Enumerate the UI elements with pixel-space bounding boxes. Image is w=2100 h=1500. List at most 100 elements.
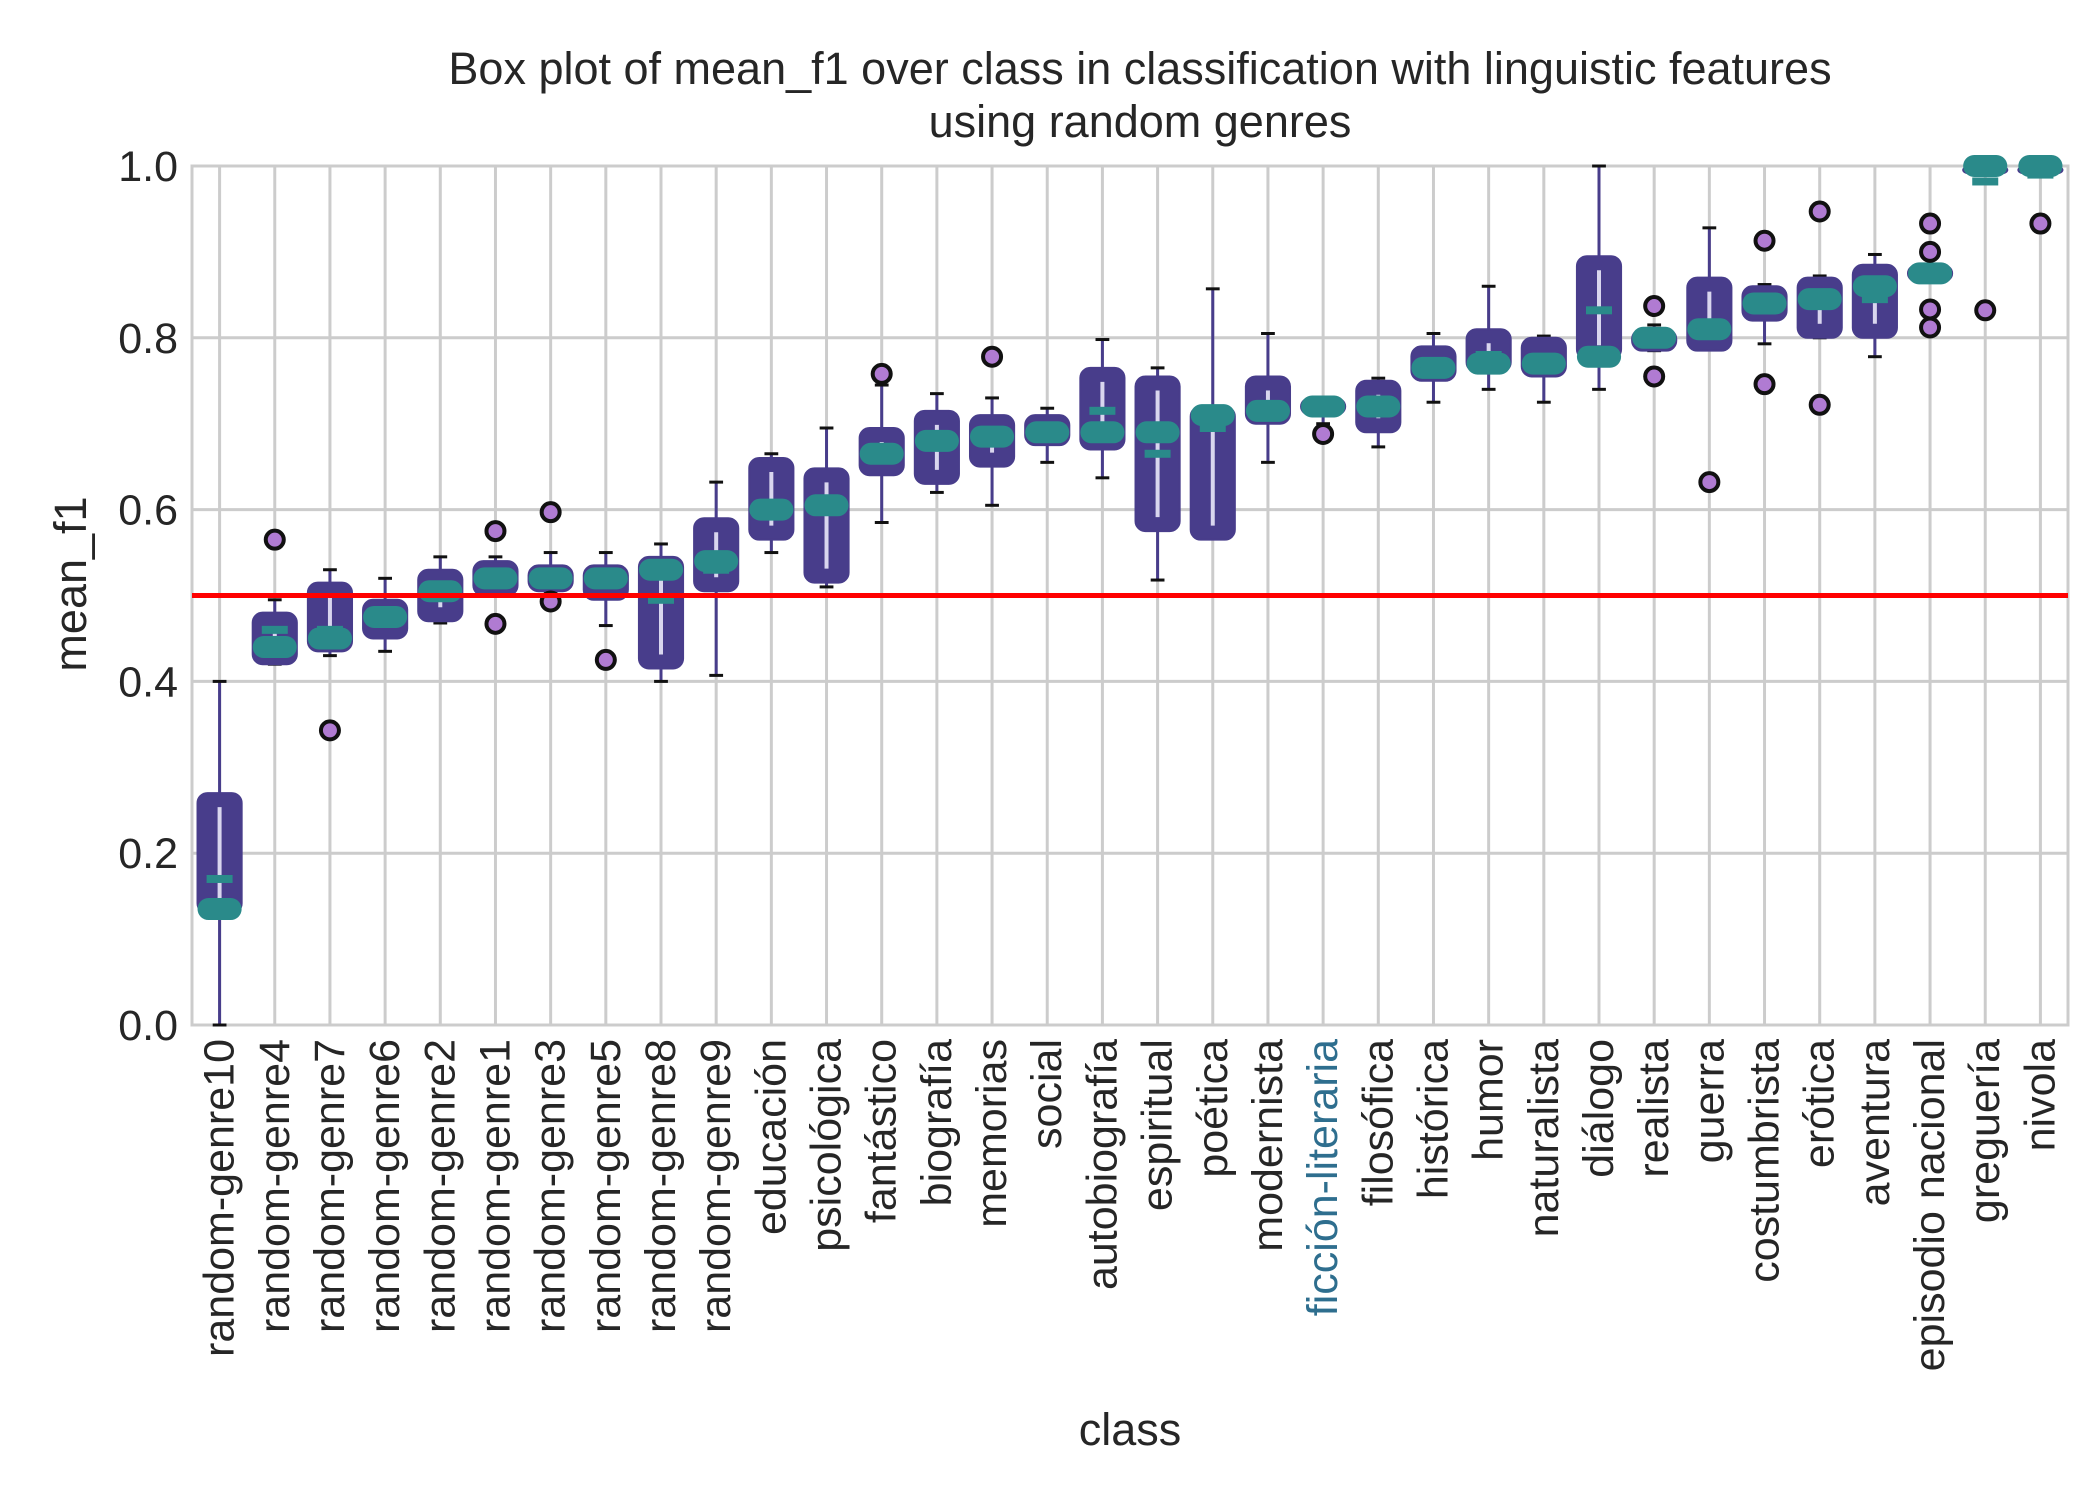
box-group	[803, 426, 850, 589]
mean-marker	[1641, 333, 1668, 342]
x-tick-label: ficción-literaria	[1299, 1039, 1347, 1316]
median-bar	[1852, 275, 1897, 298]
box-group	[1244, 332, 1292, 464]
median-bar	[197, 898, 242, 921]
mean-marker	[372, 608, 399, 617]
box-group	[637, 542, 685, 683]
outlier-point	[1919, 240, 1942, 263]
median-bar	[1190, 404, 1235, 427]
box-group	[1465, 284, 1512, 391]
box-group	[1851, 252, 1898, 359]
median-bar	[1080, 421, 1125, 444]
x-tick-label: guerra	[1685, 1039, 1733, 1163]
box-group	[1520, 334, 1567, 404]
outlier-point	[1643, 365, 1666, 388]
median-bar	[252, 636, 297, 659]
outlier-point	[594, 648, 617, 671]
mean-marker	[316, 625, 343, 634]
box-group	[582, 551, 629, 671]
mean-marker	[1034, 428, 1061, 437]
outlier-point	[1919, 212, 1942, 235]
x-tick-label: nivola	[2016, 1039, 2064, 1151]
x-tick-label: random-genre3	[527, 1039, 575, 1333]
x-tick-label: histórica	[1409, 1039, 1457, 1199]
outlier-point	[1698, 471, 1721, 494]
box-group	[1079, 338, 1126, 480]
mean-marker	[206, 874, 233, 883]
x-tick-label: fantástico	[858, 1039, 906, 1223]
outlier-point	[539, 501, 562, 524]
x-tick-label: diálogo	[1575, 1039, 1623, 1178]
box-group	[913, 392, 960, 494]
box-group	[968, 345, 1016, 507]
median-bar	[1963, 155, 2008, 177]
outlier-point	[1919, 316, 1942, 339]
x-tick-label: episodio nacional	[1906, 1039, 1954, 1371]
mean-marker	[1751, 303, 1778, 312]
mean-marker	[1917, 269, 1944, 278]
median-bar	[1135, 421, 1180, 444]
mean-marker	[703, 565, 730, 574]
y-axis-label: mean_f1	[45, 496, 96, 671]
box-group	[1410, 332, 1457, 404]
mean-marker	[1696, 320, 1723, 329]
chart-title-line1: Box plot of mean_f1 over class in classi…	[448, 43, 1831, 94]
box-group	[748, 452, 795, 555]
median-bar	[638, 558, 684, 581]
box-group	[1796, 200, 1843, 416]
box-group	[1575, 164, 1623, 391]
x-tick-label: aventura	[1851, 1039, 1899, 1206]
x-tick-label: random-genre8	[637, 1039, 685, 1333]
box-group	[1355, 376, 1402, 449]
box-group	[251, 528, 298, 666]
x-tick-label: naturalista	[1520, 1039, 1568, 1237]
outlier-point	[981, 345, 1004, 368]
outlier-point	[1974, 299, 1997, 322]
x-tick-label: memorias	[968, 1039, 1016, 1228]
median-bar	[1576, 345, 1622, 368]
mean-marker	[1365, 402, 1392, 411]
x-tick-label: random-genre6	[361, 1039, 409, 1333]
outlier-point	[484, 612, 507, 635]
mean-marker	[758, 505, 785, 514]
box-group	[196, 679, 243, 1027]
y-tick-label: 0.4	[118, 658, 178, 706]
x-tick-label: random-genre5	[582, 1039, 630, 1333]
box-group	[1631, 295, 1678, 388]
x-tick-label: poética	[1189, 1039, 1237, 1178]
x-tick-label: autobiografía	[1078, 1039, 1126, 1290]
outlier-point	[1643, 295, 1666, 318]
box-group	[1300, 395, 1347, 446]
y-tick-label: 0.8	[118, 315, 178, 363]
mean-marker	[592, 578, 619, 587]
outlier-point	[1808, 200, 1831, 223]
mean-marker	[1972, 177, 1999, 186]
mean-marker	[979, 436, 1006, 445]
outlier-point	[1753, 373, 1776, 396]
box-group	[1906, 212, 1954, 339]
outlier-point	[1312, 423, 1335, 446]
mean-marker	[1861, 295, 1888, 304]
box-group	[858, 362, 905, 524]
box-group	[1134, 366, 1181, 582]
x-axis-label: class	[1079, 1404, 1182, 1455]
x-tick-label: random-genre9	[692, 1039, 740, 1333]
mean-marker	[1310, 402, 1337, 411]
y-tick-label: 0.6	[118, 487, 178, 535]
box-group	[1189, 287, 1236, 541]
x-tick-label: random-genre4	[251, 1039, 299, 1333]
mean-marker	[1089, 406, 1116, 415]
outlier-point	[318, 719, 341, 742]
outlier-point	[2029, 212, 2052, 235]
mean-marker	[1420, 359, 1447, 368]
x-tick-label: social	[1023, 1039, 1071, 1149]
box-group	[1741, 229, 1788, 396]
x-tick-label: random-genre2	[416, 1039, 464, 1333]
mean-marker	[1530, 355, 1557, 364]
mean-marker	[1586, 306, 1612, 315]
mean-marker	[482, 578, 509, 587]
mean-marker	[2027, 170, 2054, 179]
mean-marker	[868, 445, 895, 454]
y-tick-label: 1.0	[118, 143, 178, 191]
